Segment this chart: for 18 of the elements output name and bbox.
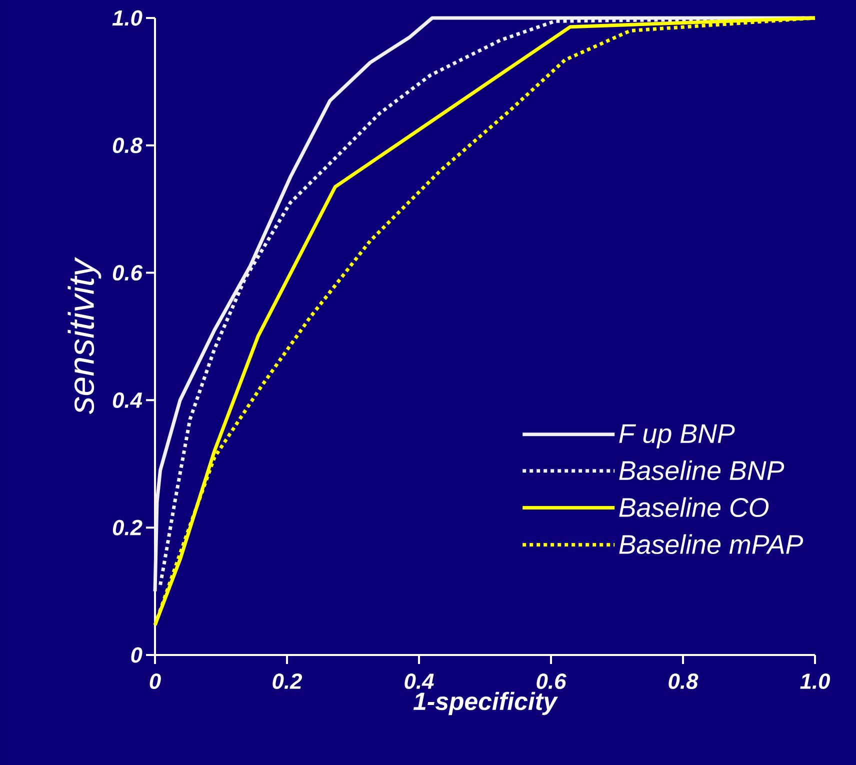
x-tick-label: 0.6 bbox=[536, 673, 566, 690]
y-tick-label: 1.0 bbox=[112, 10, 142, 26]
legend-label: Baseline CO bbox=[619, 497, 769, 518]
y-tick-label: 0.2 bbox=[112, 520, 142, 536]
x-tick-label: 0.4 bbox=[404, 673, 434, 690]
y-tick-label: 0.4 bbox=[112, 392, 142, 408]
legend-label: Baseline mPAP bbox=[619, 534, 804, 554]
y-tick-label: 0 bbox=[131, 647, 142, 663]
y-axis-title: sensitivity bbox=[68, 256, 102, 414]
y-tick-label: 0.8 bbox=[112, 138, 142, 154]
x-axis-title: 1-specificity bbox=[413, 692, 558, 716]
x-tick-label: 0.8 bbox=[668, 673, 698, 690]
legend-label: Baseline BNP bbox=[619, 460, 784, 480]
y-tick-label: 0.6 bbox=[112, 265, 143, 281]
x-tick-label: 0.2 bbox=[272, 673, 302, 690]
x-tick-label: 0 bbox=[150, 673, 161, 690]
legend-label: F up BNP bbox=[619, 424, 735, 448]
x-tick-label: 1.0 bbox=[800, 673, 830, 690]
